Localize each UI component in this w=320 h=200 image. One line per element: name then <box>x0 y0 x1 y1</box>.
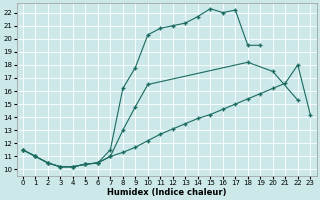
X-axis label: Humidex (Indice chaleur): Humidex (Indice chaleur) <box>107 188 226 197</box>
